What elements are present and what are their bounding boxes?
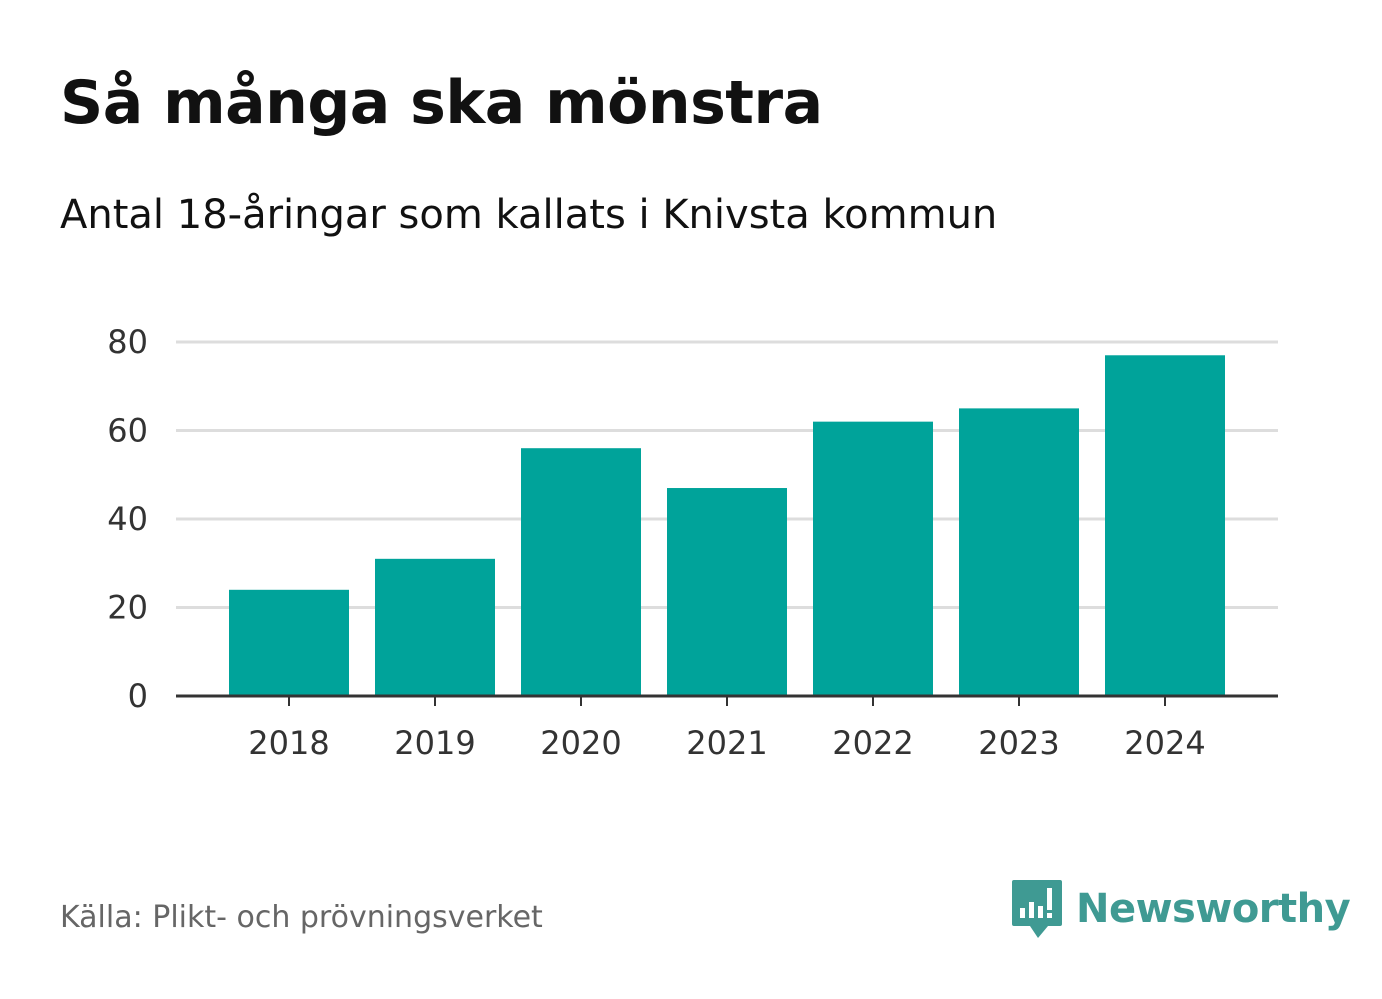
x-tick-label: 2023 — [978, 724, 1059, 762]
bar-2018 — [229, 589, 349, 696]
bar-2020 — [521, 448, 641, 696]
y-tick-label: 40 — [107, 500, 148, 538]
brand-logo: Newsworthy — [1010, 878, 1351, 940]
bar-2019 — [375, 558, 495, 696]
bars — [229, 355, 1225, 696]
bar-2024 — [1105, 355, 1225, 696]
chart-subtitle: Antal 18-åringar som kallats i Knivsta k… — [60, 192, 998, 238]
x-tick-label: 2022 — [832, 724, 913, 762]
source-note: Källa: Plikt- och prövningsverket — [60, 900, 543, 935]
y-axis-labels: 0 20 40 60 80 — [107, 323, 148, 715]
bar-2021 — [667, 488, 787, 696]
y-tick-label: 0 — [128, 677, 148, 715]
x-axis-labels: 2018 2019 2020 2021 2022 2023 2024 — [248, 724, 1205, 762]
x-tick-label: 2024 — [1124, 724, 1205, 762]
y-tick-label: 80 — [107, 323, 148, 361]
bar-2023 — [959, 408, 1079, 696]
y-tick-label: 20 — [107, 589, 148, 627]
x-tick-label: 2020 — [540, 724, 621, 762]
y-tick-label: 60 — [107, 412, 148, 450]
bar-2022 — [813, 421, 933, 696]
newsworthy-logo-icon — [1012, 880, 1062, 938]
x-tick-label: 2021 — [686, 724, 767, 762]
brand-name: Newsworthy — [1076, 886, 1351, 932]
x-tick-label: 2019 — [394, 724, 475, 762]
chart-title: Så många ska mönstra — [60, 68, 823, 138]
x-axis — [176, 694, 1278, 706]
x-tick-label: 2018 — [248, 724, 329, 762]
